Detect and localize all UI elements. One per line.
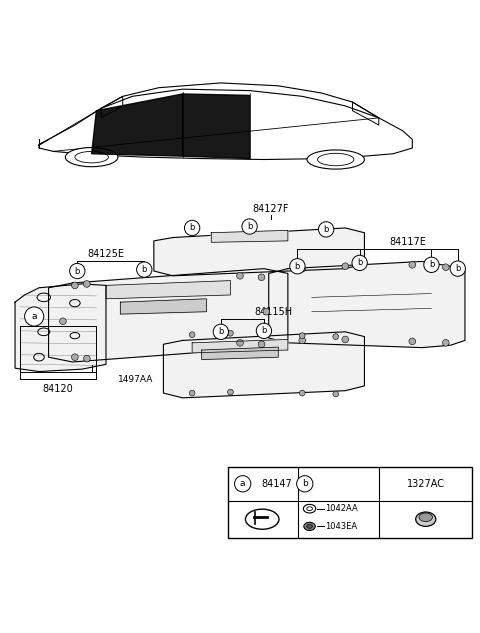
Circle shape — [409, 261, 416, 268]
Text: 84120: 84120 — [43, 384, 73, 394]
Circle shape — [84, 280, 90, 287]
Circle shape — [137, 262, 152, 277]
Text: b: b — [324, 225, 329, 234]
Circle shape — [409, 338, 416, 345]
Circle shape — [319, 222, 334, 237]
Circle shape — [290, 259, 305, 274]
Text: b: b — [142, 265, 147, 274]
Text: b: b — [302, 479, 308, 488]
Circle shape — [189, 332, 195, 337]
Circle shape — [70, 263, 85, 279]
Polygon shape — [269, 261, 465, 348]
Text: b: b — [357, 258, 362, 267]
Circle shape — [256, 323, 272, 339]
Text: 1043EA: 1043EA — [325, 522, 357, 531]
Text: 84127F: 84127F — [253, 204, 289, 213]
Text: a: a — [240, 479, 245, 488]
Circle shape — [24, 307, 44, 326]
Text: 84115H: 84115H — [254, 308, 293, 318]
Circle shape — [237, 339, 243, 346]
Circle shape — [184, 220, 200, 235]
Text: b: b — [429, 260, 434, 269]
Text: 1497AA: 1497AA — [118, 375, 153, 384]
Circle shape — [228, 330, 233, 336]
Circle shape — [72, 354, 78, 361]
Polygon shape — [192, 339, 288, 353]
Circle shape — [237, 272, 243, 279]
Circle shape — [235, 475, 251, 492]
Circle shape — [263, 308, 270, 315]
Circle shape — [333, 391, 338, 397]
Text: b: b — [295, 262, 300, 271]
Circle shape — [443, 264, 449, 270]
Polygon shape — [163, 332, 364, 398]
Polygon shape — [211, 230, 288, 242]
Text: b: b — [455, 264, 460, 273]
Ellipse shape — [307, 525, 312, 529]
Circle shape — [342, 263, 348, 270]
Polygon shape — [182, 94, 250, 158]
Circle shape — [342, 336, 348, 343]
Circle shape — [450, 261, 466, 276]
Polygon shape — [39, 89, 412, 160]
Ellipse shape — [307, 150, 364, 169]
Text: 84117E: 84117E — [389, 237, 426, 247]
Circle shape — [299, 265, 306, 272]
Ellipse shape — [419, 513, 432, 522]
Circle shape — [352, 255, 367, 270]
Circle shape — [258, 274, 265, 280]
Text: b: b — [247, 222, 252, 231]
Text: 1042AA: 1042AA — [325, 504, 358, 513]
Text: b: b — [190, 223, 195, 232]
Polygon shape — [92, 94, 182, 156]
Circle shape — [300, 333, 305, 339]
Circle shape — [300, 390, 305, 396]
Polygon shape — [48, 268, 288, 362]
Text: 84147: 84147 — [262, 479, 292, 489]
Circle shape — [84, 355, 90, 362]
Ellipse shape — [416, 512, 436, 527]
Circle shape — [242, 219, 257, 234]
Text: 1327AC: 1327AC — [407, 479, 445, 489]
Circle shape — [213, 324, 228, 339]
Circle shape — [297, 475, 313, 492]
Polygon shape — [154, 228, 364, 276]
Circle shape — [443, 339, 449, 346]
Polygon shape — [120, 299, 206, 314]
Bar — [228, 467, 472, 537]
Text: 84125E: 84125E — [87, 249, 124, 259]
Text: a: a — [32, 312, 37, 321]
Circle shape — [189, 390, 195, 396]
Polygon shape — [106, 280, 230, 299]
Circle shape — [228, 389, 233, 395]
Text: b: b — [261, 327, 266, 335]
Circle shape — [424, 257, 439, 272]
Polygon shape — [202, 347, 278, 360]
Circle shape — [299, 337, 306, 344]
Polygon shape — [15, 284, 106, 372]
Circle shape — [333, 334, 338, 339]
Text: b: b — [74, 266, 80, 275]
Circle shape — [258, 341, 265, 348]
Text: b: b — [218, 327, 224, 336]
Circle shape — [72, 282, 78, 289]
Ellipse shape — [65, 147, 118, 166]
Circle shape — [60, 318, 66, 325]
Ellipse shape — [304, 522, 315, 530]
